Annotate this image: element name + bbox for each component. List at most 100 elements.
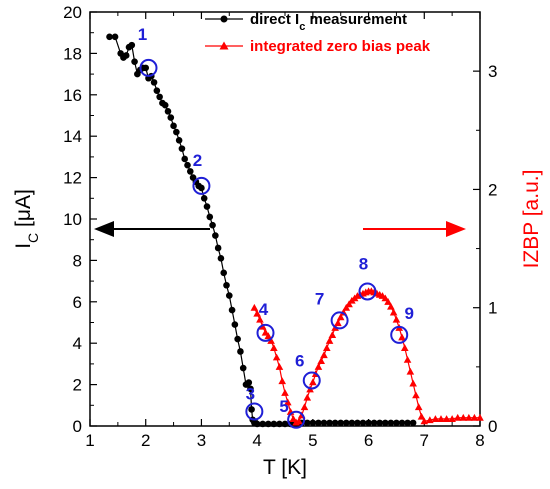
highlight-label: 4 bbox=[259, 300, 269, 319]
data-point bbox=[337, 419, 345, 427]
x-tick-label: 7 bbox=[420, 431, 429, 450]
data-point bbox=[326, 419, 333, 427]
highlight-label: 1 bbox=[138, 25, 147, 44]
highlight-circle bbox=[330, 311, 349, 330]
highlight-label: 9 bbox=[404, 304, 413, 323]
data-point bbox=[309, 378, 317, 386]
data-point bbox=[106, 33, 113, 41]
data-point bbox=[300, 403, 309, 411]
data-point bbox=[175, 137, 183, 144]
data-point bbox=[217, 255, 225, 262]
data-point bbox=[248, 406, 255, 413]
data-point bbox=[448, 415, 456, 422]
data-point bbox=[198, 184, 205, 192]
data-point bbox=[264, 420, 272, 428]
x-tick-label: 1 bbox=[85, 431, 94, 450]
highlight-circle bbox=[139, 58, 158, 77]
data-point bbox=[200, 195, 208, 202]
x-tick-label: 8 bbox=[475, 431, 484, 450]
highlight-label: 7 bbox=[315, 289, 324, 308]
data-point bbox=[404, 419, 411, 427]
data-point bbox=[359, 419, 367, 427]
data-point bbox=[476, 413, 484, 421]
data-point bbox=[275, 363, 284, 370]
data-point bbox=[420, 417, 429, 425]
y-right-tick-label: 1 bbox=[488, 299, 497, 318]
highlight-label: 3 bbox=[246, 385, 255, 404]
data-point bbox=[128, 41, 136, 49]
data-point bbox=[270, 344, 278, 351]
data-point bbox=[164, 108, 172, 115]
data-point bbox=[470, 413, 479, 421]
data-point bbox=[303, 393, 312, 401]
y-left-tick-label: 14 bbox=[63, 127, 82, 146]
data-point bbox=[156, 93, 163, 101]
data-point bbox=[170, 122, 177, 130]
data-point bbox=[406, 367, 415, 375]
highlight-circle bbox=[192, 176, 211, 195]
data-point bbox=[354, 419, 361, 427]
data-point bbox=[381, 294, 390, 302]
data-point bbox=[259, 420, 267, 428]
data-point bbox=[223, 281, 230, 289]
direction-arrows bbox=[94, 221, 466, 237]
data-point bbox=[345, 300, 353, 308]
data-point bbox=[342, 303, 351, 311]
legend: direct Ic measurement integrated zero bia… bbox=[205, 11, 431, 55]
data-point bbox=[153, 87, 161, 94]
highlight-markers: 1 2 3 4 5 6 7 8 9 bbox=[138, 25, 414, 429]
legend-marker-izbp bbox=[219, 41, 229, 50]
data-point bbox=[142, 64, 150, 72]
data-point bbox=[348, 419, 356, 427]
data-point bbox=[228, 306, 236, 314]
data-point bbox=[267, 337, 275, 344]
data-point bbox=[225, 292, 233, 299]
data-point bbox=[289, 415, 298, 422]
highlight-circle bbox=[245, 402, 264, 421]
data-point bbox=[283, 398, 292, 406]
y-left-tick-label: 6 bbox=[73, 293, 82, 312]
y-left-tick-label: 16 bbox=[63, 86, 82, 105]
data-point bbox=[365, 419, 372, 427]
data-point bbox=[303, 419, 311, 427]
data-point bbox=[317, 357, 326, 364]
data-point bbox=[250, 303, 259, 311]
data-point bbox=[342, 419, 350, 427]
data-point bbox=[281, 389, 289, 396]
data-point bbox=[322, 344, 331, 351]
data-point bbox=[403, 355, 412, 363]
data-point bbox=[295, 417, 303, 425]
x-axis-label: T [K] bbox=[263, 456, 307, 479]
data-point bbox=[314, 363, 323, 370]
y-right-tick-label: 2 bbox=[488, 180, 497, 199]
data-point bbox=[186, 168, 194, 175]
data-point bbox=[256, 315, 264, 323]
data-point bbox=[387, 302, 395, 310]
y-right-axis-label: IZBP [a.u.] bbox=[520, 170, 543, 269]
data-point bbox=[167, 114, 175, 121]
x-tick-label: 4 bbox=[252, 431, 261, 450]
y-right-tick-label: 3 bbox=[488, 62, 497, 81]
highlight-circle bbox=[390, 325, 409, 344]
data-point bbox=[214, 244, 222, 252]
data-point bbox=[234, 335, 241, 343]
data-point bbox=[203, 203, 211, 210]
axis-labels: T [K] IC [μA] IZBP [a.u.] bbox=[12, 170, 543, 479]
data-point bbox=[309, 419, 317, 427]
y-left-tick-label: 4 bbox=[73, 334, 82, 353]
data-point bbox=[131, 58, 138, 65]
x-tick-label: 2 bbox=[141, 431, 150, 450]
data-point bbox=[245, 379, 253, 386]
data-point bbox=[173, 128, 180, 136]
right-arrow-head bbox=[446, 221, 466, 237]
data-point bbox=[220, 269, 228, 277]
data-point bbox=[387, 419, 395, 427]
x-tick-label: 3 bbox=[197, 431, 206, 450]
y-left-tick-label: 10 bbox=[63, 210, 82, 229]
legend-label-direct: direct Ic measurement bbox=[250, 11, 407, 33]
data-point bbox=[392, 315, 401, 323]
highlight-label: 2 bbox=[193, 151, 202, 170]
data-point bbox=[384, 298, 392, 305]
data-point bbox=[453, 413, 462, 421]
